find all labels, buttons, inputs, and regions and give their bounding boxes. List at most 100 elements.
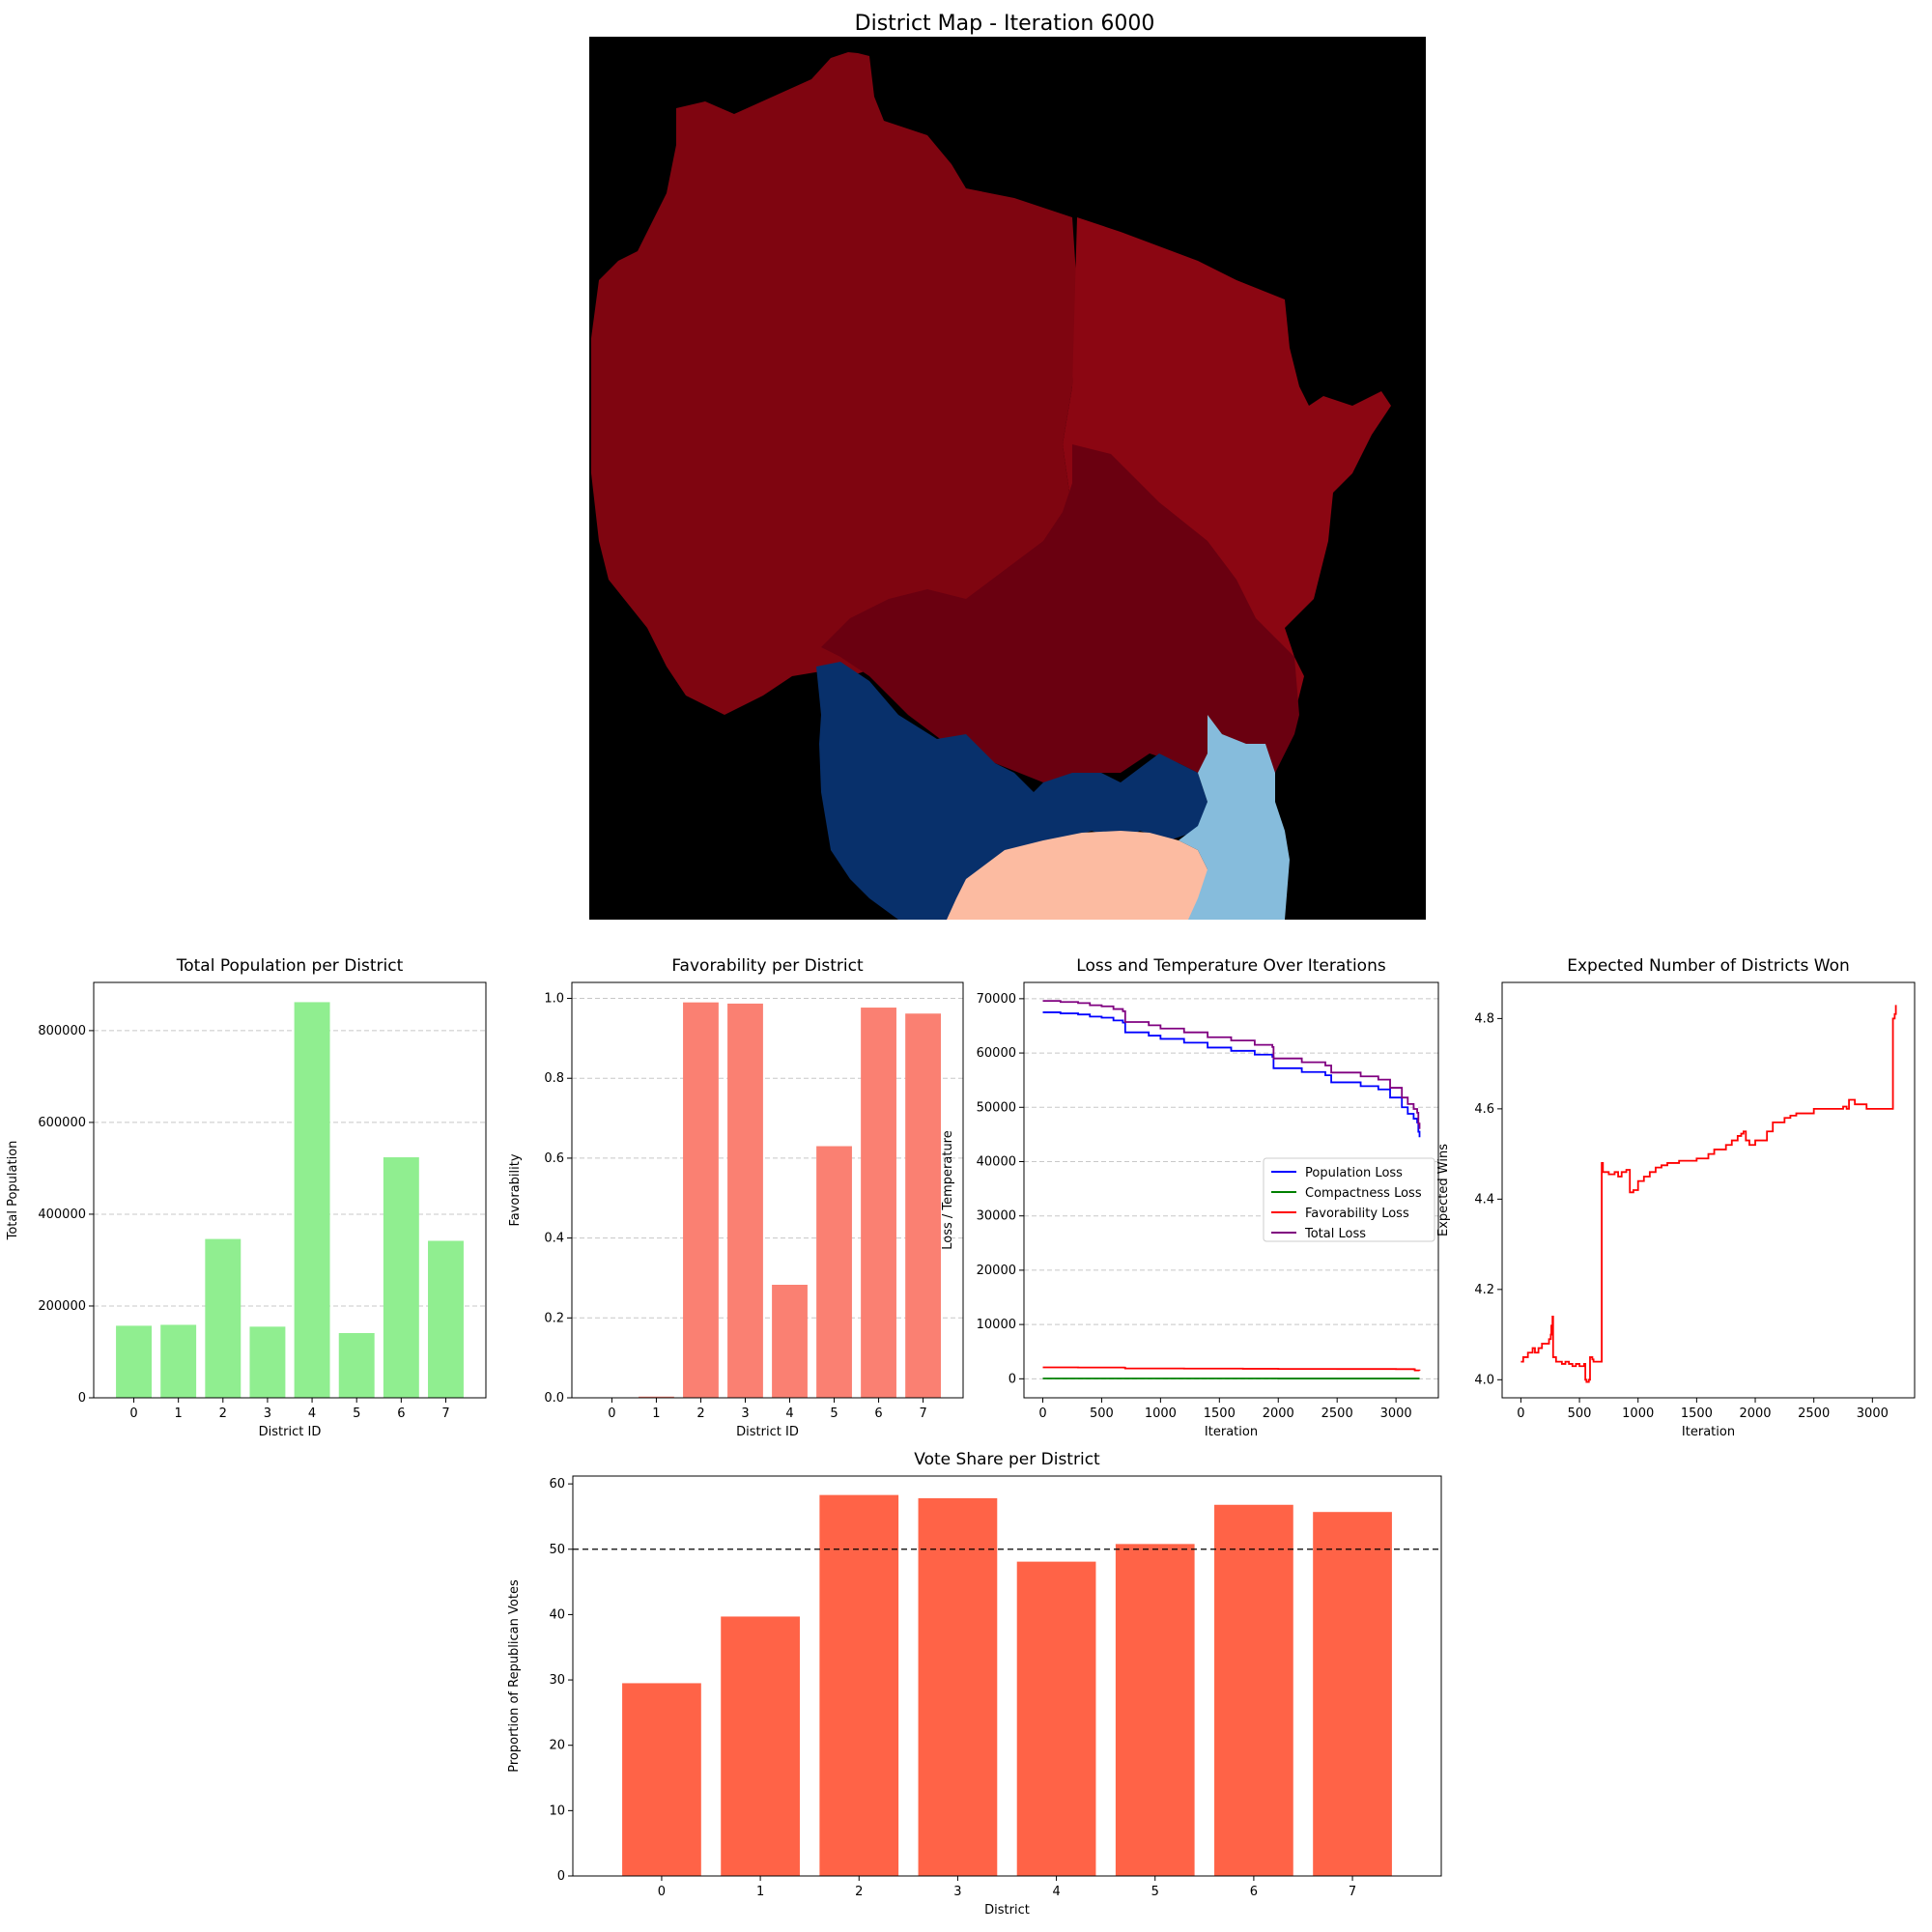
region-southwest bbox=[816, 662, 1208, 920]
vote_share-xtick-label: 7 bbox=[1349, 1885, 1356, 1899]
loss-legend-label: Population Loss bbox=[1305, 1166, 1403, 1180]
loss-ylabel: Loss / Temperature bbox=[941, 1130, 955, 1250]
vote_share-ytick-label: 50 bbox=[549, 1543, 565, 1557]
vote_share-bar-7 bbox=[1313, 1512, 1392, 1876]
population-ytick-label: 200000 bbox=[38, 1299, 86, 1314]
favorability-ytick-label: 1.0 bbox=[544, 992, 564, 1007]
population-ytick-label: 400000 bbox=[38, 1208, 86, 1222]
loss-xtick-label: 2500 bbox=[1321, 1406, 1353, 1421]
favorability-ylabel: Favorability bbox=[508, 1153, 523, 1226]
loss-xtick-label: 0 bbox=[1038, 1406, 1046, 1421]
vote_share-xtick-label: 6 bbox=[1250, 1885, 1258, 1899]
expected-wins-chart: 4.0 4.2 4.4 4.6 4.8 0 500 1000 1500 2000 2500 3000 E… bbox=[1436, 956, 1916, 1439]
population-bar-0 bbox=[116, 1325, 152, 1398]
expected-xtick-label: 0 bbox=[1517, 1406, 1524, 1421]
loss-ytick-label: 40000 bbox=[977, 1154, 1016, 1169]
vote_share-xlabel: District bbox=[984, 1903, 1030, 1918]
population-xtick-label: 6 bbox=[397, 1406, 405, 1421]
population-bar-4 bbox=[294, 1002, 330, 1398]
loss-ytick-label: 0 bbox=[1009, 1372, 1016, 1386]
loss-ytick-label: 60000 bbox=[977, 1046, 1016, 1061]
vote_share-xtick-label: 1 bbox=[756, 1885, 764, 1899]
vote_share-ylabel: Proportion of Republican Votes bbox=[507, 1579, 522, 1773]
favorability-title: Favorability per District bbox=[671, 956, 864, 976]
loss-legend-label: Favorability Loss bbox=[1305, 1207, 1409, 1221]
vote-share-chart: 0 10 20 30 40 50 60 0 1 2 3 4 5 6 7 Vote Share per Dist… bbox=[507, 1450, 1442, 1918]
loss-xlabel: Iteration bbox=[1205, 1425, 1258, 1439]
favorability-bar-2 bbox=[683, 1002, 719, 1398]
expected-xtick-label: 2000 bbox=[1739, 1406, 1771, 1421]
population-xtick-label: 5 bbox=[353, 1406, 360, 1421]
district-map: District Map - Iteration 6000 bbox=[589, 12, 1426, 920]
expected-xtick-label: 3000 bbox=[1857, 1406, 1889, 1421]
expected-ylabel: Expected Wins bbox=[1436, 1144, 1451, 1236]
population-xtick-label: 3 bbox=[264, 1406, 271, 1421]
population-ytick-label: 800000 bbox=[38, 1024, 86, 1038]
loss-chart: 0 10000 20000 30000 40000 50000 60000 70000 0 500… bbox=[941, 956, 1439, 1439]
favorability-frame bbox=[571, 981, 964, 1399]
favorability-ytick-label: 0.0 bbox=[544, 1391, 564, 1406]
population-xtick-label: 1 bbox=[175, 1406, 183, 1421]
loss-ytick-label: 10000 bbox=[977, 1318, 1016, 1332]
vote_share-frame bbox=[572, 1475, 1442, 1877]
loss-title: Loss and Temperature Over Iterations bbox=[1076, 956, 1386, 976]
expected-ytick-label: 4.2 bbox=[1474, 1283, 1494, 1297]
vote_share-ytick-label: 60 bbox=[549, 1477, 565, 1492]
loss-xtick-label: 1000 bbox=[1145, 1406, 1177, 1421]
loss-xtick-label: 2000 bbox=[1263, 1406, 1294, 1421]
expected-ytick-label: 4.4 bbox=[1474, 1192, 1494, 1207]
population-ylabel: Total Population bbox=[6, 1141, 20, 1241]
expected-series-line-0 bbox=[1520, 1005, 1897, 1383]
population-bar-5 bbox=[338, 1333, 375, 1398]
vote_share-bar-2 bbox=[819, 1494, 899, 1876]
loss-series-line-2 bbox=[1042, 1366, 1421, 1372]
expected-xlabel: Iteration bbox=[1682, 1425, 1735, 1439]
expected-xtick-label: 500 bbox=[1568, 1406, 1592, 1421]
population-frame bbox=[93, 981, 487, 1399]
favorability-bar-6 bbox=[861, 1008, 896, 1398]
vote_share-bar-4 bbox=[1016, 1561, 1096, 1876]
vote_share-xtick-label: 2 bbox=[855, 1885, 863, 1899]
vote_share-xtick-label: 0 bbox=[658, 1885, 666, 1899]
population-bar-6 bbox=[383, 1157, 419, 1398]
favorability-bar-5 bbox=[816, 1146, 852, 1398]
vote_share-bar-1 bbox=[721, 1616, 800, 1876]
expected-xtick-label: 2500 bbox=[1798, 1406, 1830, 1421]
population-title: Total Population per District bbox=[176, 956, 404, 976]
favorability-xtick-label: 7 bbox=[919, 1406, 926, 1421]
loss-xtick-label: 3000 bbox=[1380, 1406, 1412, 1421]
loss-ytick-label: 70000 bbox=[977, 992, 1016, 1007]
favorability-bar-7 bbox=[905, 1013, 941, 1398]
loss-legend: Population Loss Compactness Loss Favorabil… bbox=[1263, 1157, 1435, 1242]
expected-xtick-label: 1000 bbox=[1622, 1406, 1654, 1421]
favorability-ytick-label: 0.8 bbox=[544, 1071, 564, 1086]
expected-ytick-label: 4.0 bbox=[1474, 1373, 1494, 1387]
favorability-ytick-label: 0.4 bbox=[544, 1232, 564, 1246]
vote_share-bar-0 bbox=[622, 1683, 701, 1876]
vote_share-xtick-label: 4 bbox=[1052, 1885, 1060, 1899]
population-xtick-label: 0 bbox=[129, 1406, 137, 1421]
favorability-bar-3 bbox=[727, 1003, 763, 1398]
vote_share-bar-5 bbox=[1115, 1544, 1195, 1876]
loss-series-line-3 bbox=[1042, 1000, 1421, 1129]
loss-legend-label: Compactness Loss bbox=[1305, 1186, 1422, 1201]
vote_share-ytick-label: 20 bbox=[549, 1739, 565, 1753]
favorability-bar-1 bbox=[639, 1396, 674, 1398]
expected-xtick-label: 1500 bbox=[1681, 1406, 1713, 1421]
population-ytick-label: 600000 bbox=[38, 1116, 86, 1130]
region-southeast bbox=[1179, 715, 1290, 920]
loss-ytick-label: 20000 bbox=[977, 1264, 1016, 1278]
region-south bbox=[947, 831, 1208, 920]
population-xtick-label: 7 bbox=[441, 1406, 449, 1421]
favorability-xtick-label: 4 bbox=[785, 1406, 793, 1421]
favorability-xtick-label: 6 bbox=[874, 1406, 882, 1421]
region-north bbox=[591, 52, 1077, 715]
loss-xtick-label: 500 bbox=[1090, 1406, 1114, 1421]
population-xtick-label: 2 bbox=[219, 1406, 227, 1421]
vote_share-title: Vote Share per District bbox=[914, 1450, 1100, 1469]
loss-frame bbox=[1023, 981, 1439, 1399]
favorability-xtick-label: 0 bbox=[608, 1406, 615, 1421]
loss-ytick-label: 50000 bbox=[977, 1100, 1016, 1115]
vote_share-ytick-label: 10 bbox=[549, 1804, 565, 1818]
